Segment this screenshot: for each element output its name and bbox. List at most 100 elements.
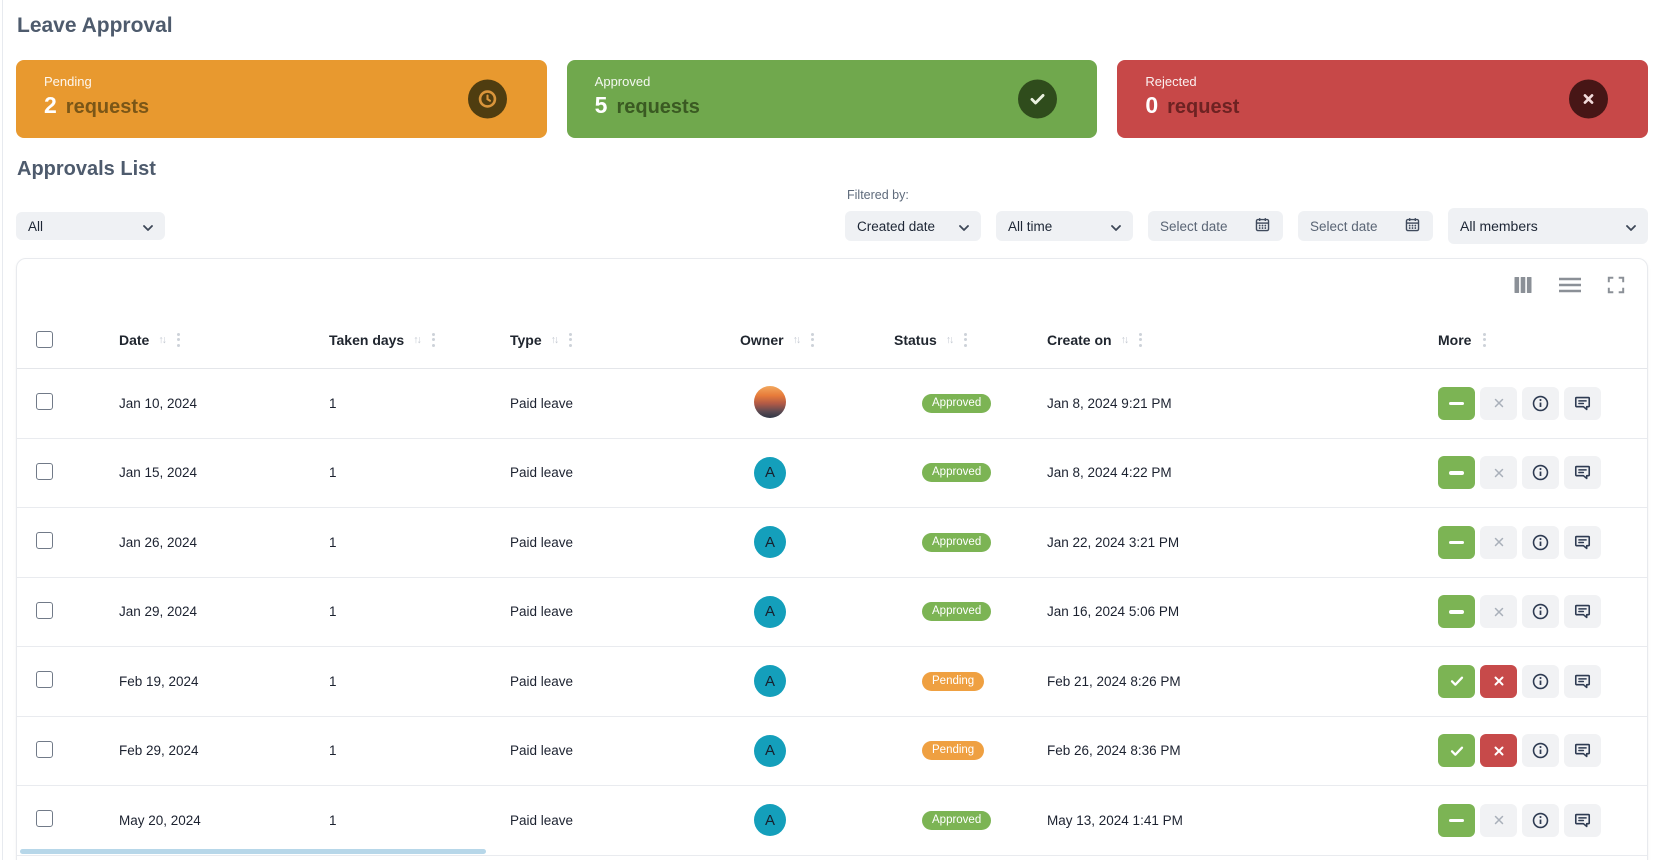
created-date-dropdown[interactable]: Created date <box>845 211 981 241</box>
rejected-unit: request <box>1167 96 1240 118</box>
dismiss-button[interactable] <box>1480 803 1517 837</box>
sort-icon[interactable]: ↑↓ <box>550 333 559 346</box>
sort-icon[interactable]: ↑↓ <box>1120 333 1129 346</box>
date-from-placeholder: Select date <box>1160 218 1228 234</box>
info-button[interactable] <box>1522 456 1559 490</box>
comment-icon <box>1574 605 1591 619</box>
time-range-value: All time <box>1008 218 1053 234</box>
cell-create-on: Jan 8, 2024 4:22 PM <box>1047 465 1172 481</box>
cell-taken-days: 1 <box>329 534 337 550</box>
approvals-list-title: Approvals List <box>17 158 156 180</box>
expand-icon[interactable] <box>1607 276 1625 294</box>
cell-date: Feb 19, 2024 <box>119 673 199 689</box>
comment-button[interactable] <box>1564 525 1601 559</box>
column-menu-icon[interactable] <box>964 332 968 347</box>
column-header-more: More <box>1438 331 1472 348</box>
row-checkbox[interactable] <box>36 532 53 550</box>
cell-date: Feb 29, 2024 <box>119 743 199 759</box>
approved-card-label: Approved <box>594 74 651 89</box>
table-row: Feb 29, 2024 1 Paid leave A Pending Feb … <box>17 717 1647 786</box>
cell-date: Jan 10, 2024 <box>119 395 198 411</box>
comment-button[interactable] <box>1564 664 1601 698</box>
cell-date: Jan 29, 2024 <box>119 604 198 620</box>
date-from-input[interactable]: Select date <box>1148 211 1283 241</box>
row-actions <box>1422 595 1647 629</box>
info-button[interactable] <box>1522 734 1559 768</box>
column-header-taken-days: Taken days <box>329 331 405 348</box>
table-toolbar <box>17 259 1647 311</box>
info-button[interactable] <box>1522 525 1559 559</box>
row-checkbox[interactable] <box>36 393 53 411</box>
column-header-status: Status <box>894 331 937 348</box>
select-all-checkbox[interactable] <box>36 331 53 348</box>
date-to-input[interactable]: Select date <box>1298 211 1433 241</box>
info-button[interactable] <box>1522 595 1559 629</box>
column-menu-icon[interactable] <box>431 332 435 347</box>
column-menu-icon[interactable] <box>569 332 573 347</box>
minus-icon <box>1449 610 1464 614</box>
column-menu-icon[interactable] <box>1483 332 1487 347</box>
dismiss-button[interactable] <box>1480 595 1517 629</box>
withdraw-button[interactable] <box>1438 386 1475 420</box>
comment-button[interactable] <box>1564 803 1601 837</box>
reject-button[interactable] <box>1480 664 1517 698</box>
sort-icon[interactable]: ↑↓ <box>945 333 954 346</box>
owner-avatar: A <box>754 665 786 698</box>
comment-icon <box>1574 396 1591 410</box>
time-range-dropdown[interactable]: All time <box>996 211 1133 241</box>
withdraw-button[interactable] <box>1438 803 1475 837</box>
status-filter-dropdown[interactable]: All <box>16 212 165 240</box>
row-checkbox[interactable] <box>36 671 53 689</box>
check-icon <box>1018 79 1058 119</box>
comment-button[interactable] <box>1564 595 1601 629</box>
withdraw-button[interactable] <box>1438 525 1475 559</box>
row-checkbox[interactable] <box>36 462 53 480</box>
comment-button[interactable] <box>1564 456 1601 490</box>
table-row: Jan 29, 2024 1 Paid leave A Approved Jan… <box>17 578 1647 647</box>
withdraw-button[interactable] <box>1438 456 1475 490</box>
approve-button[interactable] <box>1438 664 1475 698</box>
info-button[interactable] <box>1522 664 1559 698</box>
sort-icon[interactable]: ↑↓ <box>792 333 801 346</box>
row-checkbox[interactable] <box>36 740 53 758</box>
info-button[interactable] <box>1522 386 1559 420</box>
dismiss-button[interactable] <box>1480 386 1517 420</box>
row-checkbox[interactable] <box>36 810 53 828</box>
sort-icon[interactable]: ↑↓ <box>413 333 421 346</box>
sort-icon[interactable]: ↑↓ <box>158 333 166 346</box>
column-menu-icon[interactable] <box>1139 332 1143 347</box>
row-checkbox[interactable] <box>36 601 53 619</box>
dismiss-button[interactable] <box>1480 456 1517 490</box>
horizontal-scrollbar-thumb[interactable] <box>20 849 486 854</box>
cell-type: Paid leave <box>510 743 574 759</box>
status-badge: Approved <box>922 810 992 830</box>
columns-view-icon[interactable] <box>1513 276 1533 294</box>
x-icon <box>1494 746 1503 756</box>
date-to-placeholder: Select date <box>1310 218 1378 234</box>
comment-button[interactable] <box>1564 386 1601 420</box>
rejected-count: 0 <box>1145 92 1159 118</box>
members-dropdown[interactable]: All members <box>1448 208 1648 244</box>
info-button[interactable] <box>1522 803 1559 837</box>
withdraw-button[interactable] <box>1438 595 1475 629</box>
rejected-card-label: Rejected <box>1145 74 1197 89</box>
cell-taken-days: 1 <box>329 465 337 481</box>
column-menu-icon[interactable] <box>176 332 180 347</box>
comment-button[interactable] <box>1564 734 1601 768</box>
info-icon <box>1532 464 1549 481</box>
comment-icon <box>1574 535 1591 549</box>
clock-icon <box>467 79 507 119</box>
info-icon <box>1532 742 1549 759</box>
column-menu-icon[interactable] <box>811 332 815 347</box>
cell-date: Jan 15, 2024 <box>119 465 198 481</box>
status-badge: Approved <box>922 602 992 622</box>
approve-button[interactable] <box>1438 734 1475 768</box>
list-view-icon[interactable] <box>1559 277 1581 293</box>
cell-create-on: May 13, 2024 1:41 PM <box>1047 812 1183 828</box>
reject-button[interactable] <box>1480 734 1517 768</box>
cell-date: May 20, 2024 <box>119 812 201 828</box>
info-icon <box>1532 534 1549 551</box>
table-row: Feb 19, 2024 1 Paid leave A Pending Feb … <box>17 647 1647 717</box>
created-date-value: Created date <box>857 218 936 234</box>
dismiss-button[interactable] <box>1480 525 1517 559</box>
